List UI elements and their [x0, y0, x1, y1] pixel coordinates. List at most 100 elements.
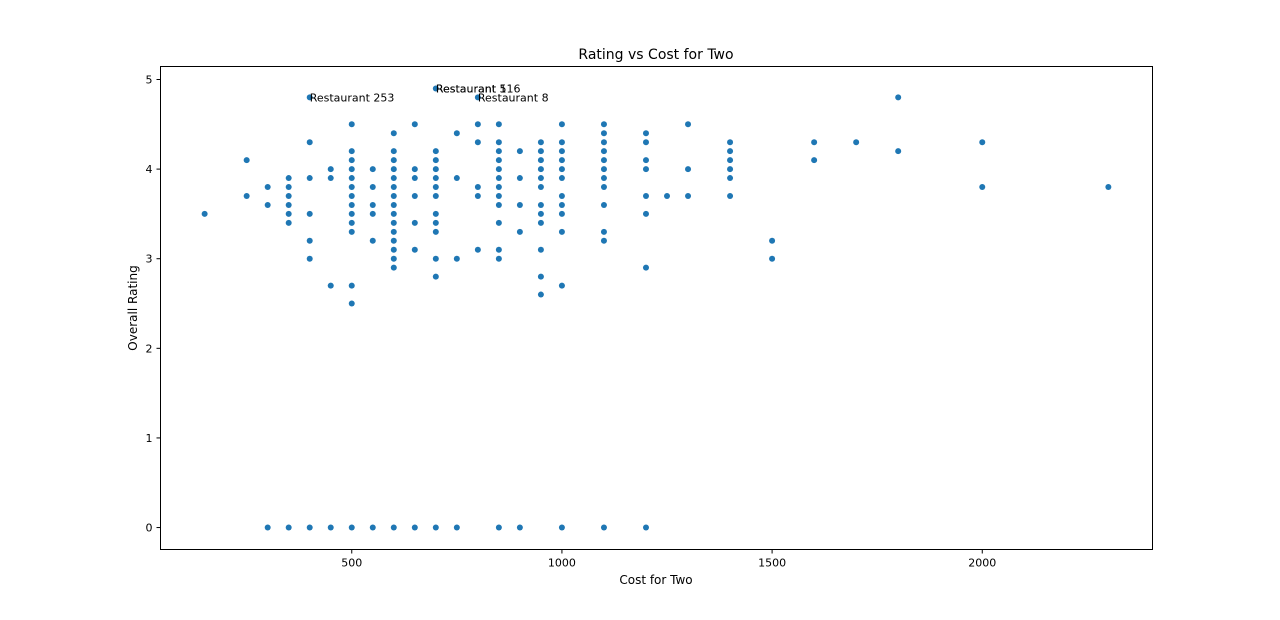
data-point-81	[453, 175, 460, 182]
data-point-140	[600, 201, 607, 208]
data-point-14	[306, 139, 313, 146]
data-point-55	[390, 237, 397, 244]
data-point-86	[474, 139, 481, 146]
data-point-11	[285, 219, 292, 226]
data-point-92	[495, 148, 502, 155]
data-point-158	[727, 157, 734, 164]
data-point-24	[348, 121, 355, 128]
data-point-133	[600, 130, 607, 137]
y-tick-label-5: 5	[146, 73, 153, 86]
data-point-51	[390, 201, 397, 208]
x-tick-label-2: 1500	[758, 557, 786, 570]
data-point-19	[306, 524, 313, 531]
data-point-77	[432, 255, 439, 262]
data-point-95	[495, 175, 502, 182]
data-point-147	[642, 166, 649, 173]
data-point-48	[390, 175, 397, 182]
data-point-38	[369, 166, 376, 173]
data-point-139	[600, 184, 607, 191]
x-axis-ticks: 500 1000 1500 2000	[341, 549, 996, 570]
data-point-113	[537, 184, 544, 191]
data-point-152	[664, 192, 671, 199]
data-point-89	[474, 246, 481, 253]
data-point-67	[432, 85, 439, 92]
data-point-70	[432, 166, 439, 173]
data-point-26	[348, 157, 355, 164]
data-point-2	[243, 192, 250, 199]
data-point-126	[558, 192, 565, 199]
data-point-66	[411, 524, 418, 531]
data-point-110	[537, 157, 544, 164]
x-axis-label: Cost for Two	[619, 573, 692, 587]
data-point-43	[369, 524, 376, 531]
data-point-45	[390, 148, 397, 155]
data-point-153	[685, 121, 692, 128]
data-point-59	[390, 524, 397, 531]
data-point-106	[516, 228, 523, 235]
data-point-40	[369, 201, 376, 208]
data-point-68	[432, 148, 439, 155]
data-point-151	[642, 524, 649, 531]
data-point-87	[474, 184, 481, 191]
data-point-121	[558, 139, 565, 146]
data-point-85	[474, 121, 481, 128]
x-tick-label-1: 1000	[548, 557, 576, 570]
data-point-3	[264, 184, 271, 191]
data-point-31	[348, 201, 355, 208]
y-tick-label-3: 3	[146, 253, 153, 266]
data-point-74	[432, 210, 439, 217]
data-point-76	[432, 228, 439, 235]
data-point-22	[327, 282, 334, 289]
data-point-62	[411, 175, 418, 182]
data-point-20	[327, 166, 334, 173]
data-point-100	[495, 246, 502, 253]
data-point-116	[537, 219, 544, 226]
data-point-47	[390, 166, 397, 173]
data-point-145	[642, 139, 649, 146]
data-point-42	[369, 237, 376, 244]
annotation-0: Restaurant 253	[310, 91, 395, 104]
data-point-171	[1105, 184, 1112, 191]
data-point-169	[979, 139, 986, 146]
data-point-54	[390, 228, 397, 235]
data-point-122	[558, 148, 565, 155]
data-point-52	[390, 210, 397, 217]
data-point-78	[432, 273, 439, 280]
data-point-58	[390, 264, 397, 271]
y-axis-ticks: 0 1 2 3 4 5	[146, 73, 161, 535]
data-point-123	[558, 157, 565, 164]
data-point-148	[642, 192, 649, 199]
data-point-114	[537, 201, 544, 208]
data-point-130	[558, 282, 565, 289]
chart-title: Rating vs Cost for Two	[578, 47, 733, 63]
y-tick-label-0: 0	[146, 522, 153, 535]
data-point-16	[306, 210, 313, 217]
data-point-17	[306, 237, 313, 244]
annotation-2: Restaurant 5	[436, 82, 507, 95]
y-tick-label-1: 1	[146, 432, 153, 445]
data-point-46	[390, 157, 397, 164]
data-point-79	[432, 524, 439, 531]
data-point-161	[727, 192, 734, 199]
data-point-61	[411, 166, 418, 173]
data-point-36	[348, 300, 355, 307]
data-point-88	[474, 192, 481, 199]
data-point-94	[495, 166, 502, 173]
data-point-10	[285, 210, 292, 217]
data-point-84	[474, 94, 481, 101]
data-point-149	[642, 210, 649, 217]
data-point-9	[285, 201, 292, 208]
data-point-137	[600, 166, 607, 173]
data-point-157	[727, 148, 734, 155]
data-point-155	[685, 192, 692, 199]
data-point-124	[558, 166, 565, 173]
data-point-162	[769, 237, 776, 244]
data-point-170	[979, 184, 986, 191]
data-point-18	[306, 255, 313, 262]
data-point-98	[495, 201, 502, 208]
data-point-6	[285, 175, 292, 182]
data-point-4	[264, 201, 271, 208]
data-point-28	[348, 175, 355, 182]
